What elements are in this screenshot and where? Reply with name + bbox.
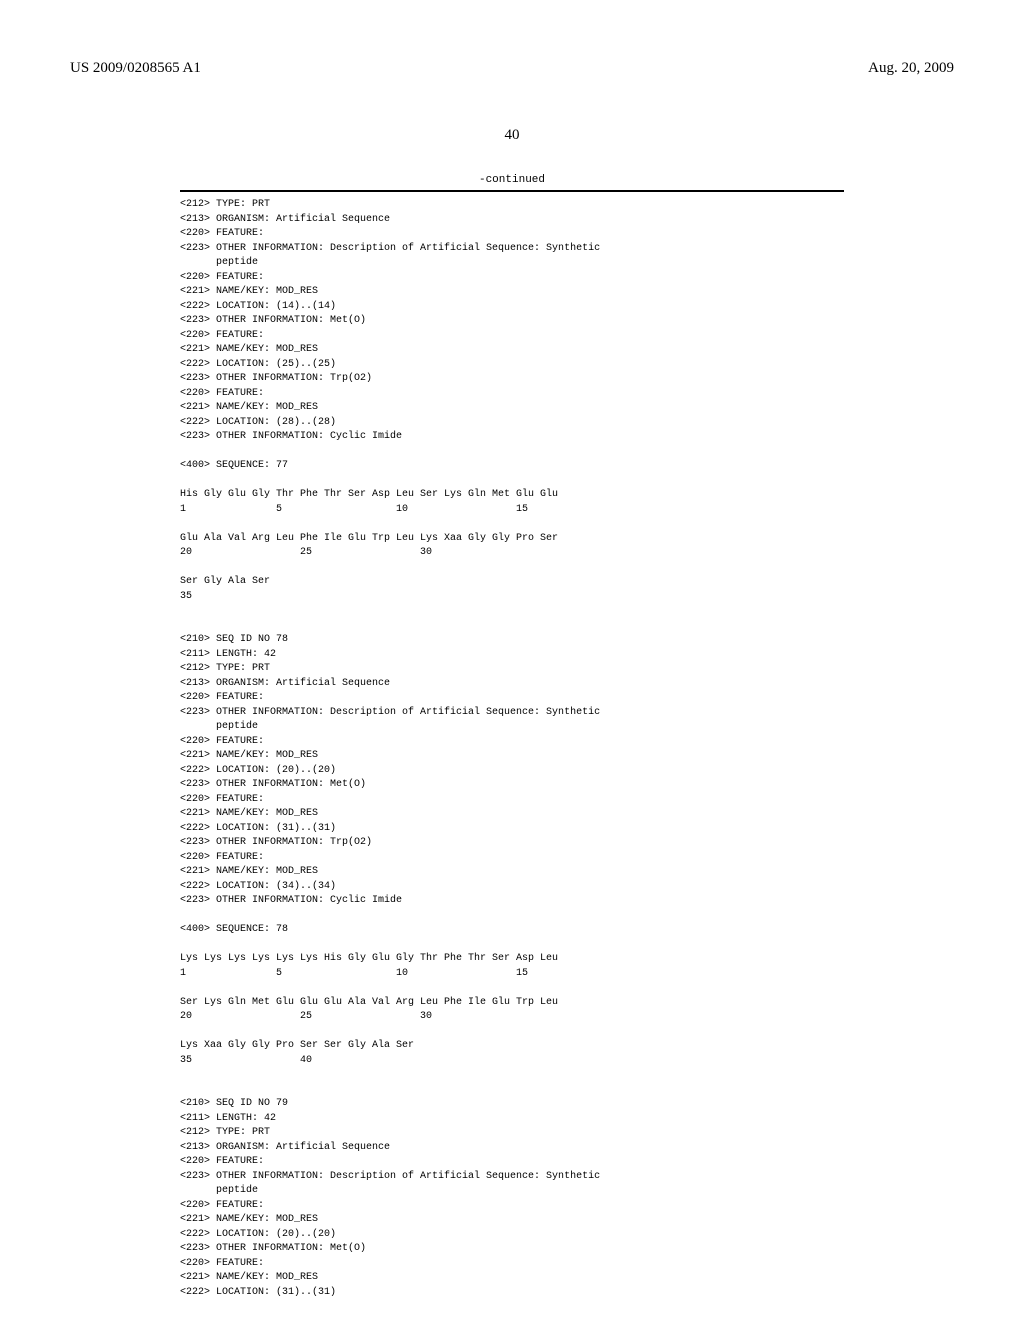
continued-label: -continued [0, 174, 1024, 186]
page-header: US 2009/0208565 A1 Aug. 20, 2009 [0, 0, 1024, 97]
publication-date: Aug. 20, 2009 [868, 60, 954, 77]
page-number: 40 [0, 127, 1024, 144]
section-divider [180, 190, 844, 192]
sequence-listing-content: <212> TYPE: PRT <213> ORGANISM: Artifici… [0, 198, 1024, 1300]
patent-number: US 2009/0208565 A1 [70, 60, 201, 77]
